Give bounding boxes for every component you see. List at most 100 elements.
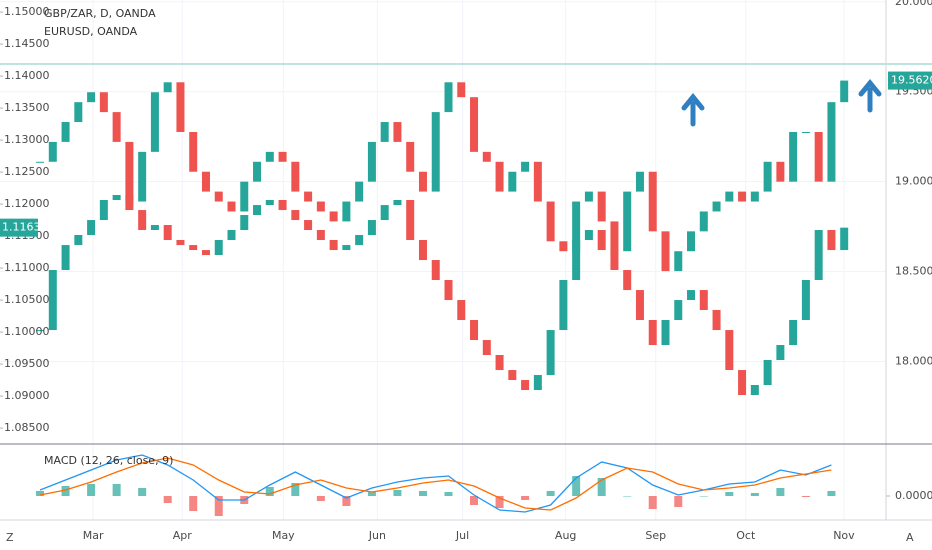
x-tick-label: Nov bbox=[833, 529, 855, 542]
candle bbox=[789, 319, 798, 346]
candle bbox=[584, 191, 593, 202]
y-tick-label: 1.10000 bbox=[4, 325, 50, 338]
histogram-bar bbox=[87, 484, 96, 496]
candle bbox=[776, 161, 785, 182]
marks-layer bbox=[36, 80, 849, 516]
candle bbox=[36, 330, 45, 332]
histogram-bar bbox=[418, 491, 427, 496]
histogram-bar bbox=[623, 496, 632, 497]
candle bbox=[546, 201, 555, 242]
candle bbox=[814, 230, 823, 280]
y-tick-label: 1.13500 bbox=[4, 101, 50, 114]
y-tick-label: 1.11000 bbox=[4, 261, 50, 274]
candle bbox=[393, 199, 402, 206]
candle bbox=[584, 230, 593, 240]
indicator-title: MACD (12, 26, close, 9) bbox=[44, 454, 173, 467]
histogram-bar bbox=[138, 488, 147, 496]
candle bbox=[214, 191, 223, 202]
candle bbox=[687, 231, 696, 252]
candle bbox=[623, 191, 632, 252]
histogram-bar bbox=[597, 478, 606, 496]
histogram-bar bbox=[674, 496, 683, 507]
candle bbox=[521, 161, 530, 172]
histogram-bar bbox=[546, 491, 555, 496]
histogram-bar bbox=[572, 476, 581, 496]
axis-button[interactable]: Z bbox=[6, 531, 14, 544]
candle bbox=[342, 201, 351, 222]
candle bbox=[444, 279, 453, 301]
candle bbox=[112, 112, 121, 142]
candle bbox=[457, 82, 466, 98]
candle bbox=[61, 245, 70, 271]
y-tick-label: 1.08500 bbox=[4, 421, 50, 434]
histogram-bar bbox=[827, 491, 836, 496]
y-tick-label: 1.12500 bbox=[4, 165, 50, 178]
y2-tick-label: 19.0000 bbox=[895, 175, 932, 188]
price-tag bbox=[0, 218, 38, 237]
price-tag bbox=[888, 71, 932, 90]
candle bbox=[74, 235, 83, 246]
candle bbox=[533, 161, 542, 202]
candle bbox=[125, 141, 134, 202]
candle bbox=[304, 191, 313, 202]
candle bbox=[508, 370, 517, 381]
candle bbox=[623, 270, 632, 291]
candle bbox=[738, 370, 747, 396]
x-tick-label: Jul bbox=[455, 529, 469, 542]
candle bbox=[572, 201, 581, 252]
histogram-bar bbox=[393, 490, 402, 496]
candle bbox=[240, 215, 249, 231]
axis-button[interactable]: A bbox=[906, 531, 914, 544]
y-tick-label: 1.09500 bbox=[4, 357, 50, 370]
candle bbox=[699, 211, 708, 232]
legend-entry: EURUSD, OANDA bbox=[44, 25, 138, 38]
y-tick-label: 1.10500 bbox=[4, 293, 50, 306]
indicator-line bbox=[39, 454, 832, 513]
candle bbox=[725, 191, 734, 202]
candle bbox=[546, 330, 555, 376]
candle bbox=[278, 151, 287, 162]
candle bbox=[699, 290, 708, 311]
candle bbox=[201, 250, 210, 256]
candle bbox=[763, 359, 772, 386]
price-tag-label: 1.11631 bbox=[2, 221, 48, 234]
candle bbox=[444, 82, 453, 113]
x-tick-label: Aug bbox=[555, 529, 576, 542]
y2-tick-label: 18.0000 bbox=[895, 355, 932, 368]
candle bbox=[801, 279, 810, 320]
candle bbox=[214, 239, 223, 256]
candle bbox=[789, 131, 798, 182]
candle bbox=[572, 239, 581, 280]
candle bbox=[99, 199, 108, 221]
candle bbox=[635, 171, 644, 192]
histogram-bar bbox=[342, 496, 351, 506]
y-tick-label: 1.14000 bbox=[4, 69, 50, 82]
candle bbox=[763, 161, 772, 192]
grid-layer bbox=[0, 0, 890, 520]
histogram-bar bbox=[265, 487, 274, 496]
y-tick-label: 1.14500 bbox=[4, 37, 50, 50]
x-tick-label: Mar bbox=[83, 529, 104, 542]
histogram-bar bbox=[61, 486, 70, 496]
candle bbox=[176, 239, 185, 246]
candle bbox=[840, 80, 849, 103]
candle bbox=[291, 161, 300, 192]
candle bbox=[406, 141, 415, 172]
price-tag-label: 19.5620 bbox=[891, 74, 932, 87]
candle bbox=[597, 191, 606, 222]
candle bbox=[482, 340, 491, 356]
x-tick-label: Sep bbox=[645, 529, 666, 542]
candle bbox=[150, 225, 159, 231]
histogram-bar bbox=[521, 496, 530, 500]
histogram-bar bbox=[648, 496, 657, 509]
candle bbox=[610, 250, 619, 271]
candle bbox=[355, 181, 364, 202]
x-tick-label: May bbox=[272, 529, 295, 542]
candle bbox=[687, 290, 696, 301]
candle bbox=[393, 122, 402, 142]
candle bbox=[316, 201, 325, 212]
histogram-bar bbox=[214, 496, 223, 516]
